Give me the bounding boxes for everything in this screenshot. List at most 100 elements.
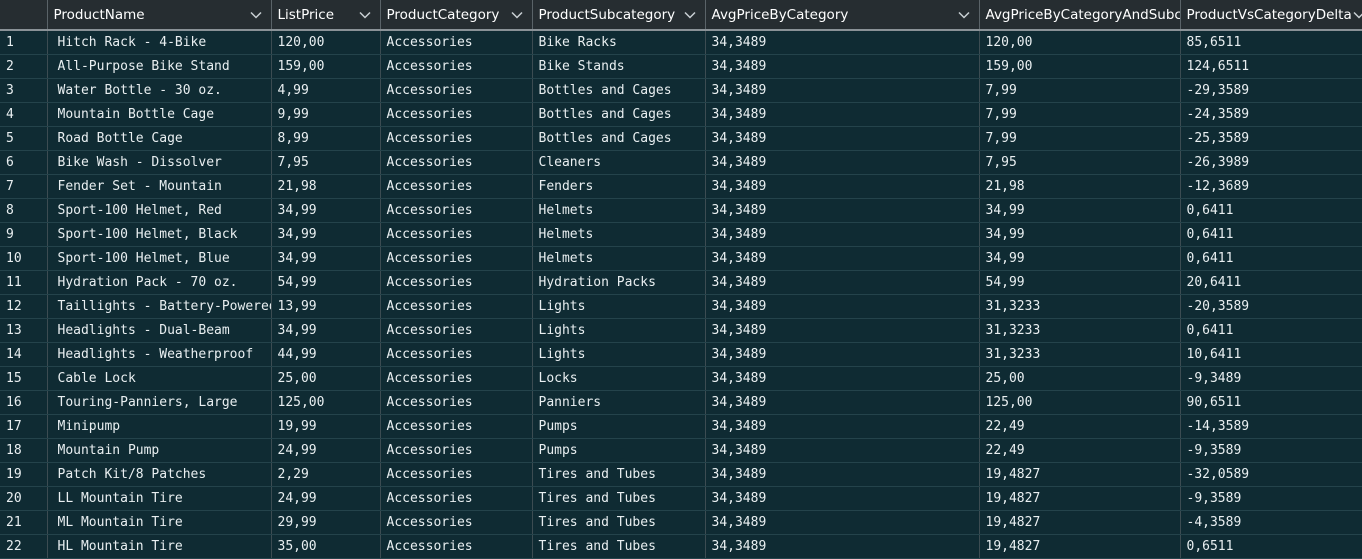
productcategory-cell[interactable]: Accessories <box>380 198 533 223</box>
productvscategorydelta-cell[interactable]: -26,3989 <box>1180 150 1362 175</box>
avgpricebycategory-cell[interactable]: 34,3489 <box>705 462 980 487</box>
productname-cell[interactable]: Sport-100 Helmet, Red <box>47 198 272 223</box>
table-row[interactable]: 4 Mountain Bottle Cage 9,99 Accessories Bott… <box>0 102 1362 127</box>
table-row[interactable]: 12 Taillights - Battery-Powered 13,99 Acces… <box>0 294 1362 319</box>
avgpricebycategory-cell[interactable]: 34,3489 <box>705 150 980 175</box>
productname-cell[interactable]: ML Mountain Tire <box>47 510 272 535</box>
column-header-listprice[interactable]: ListPrice <box>271 0 381 31</box>
productvscategorydelta-cell[interactable]: 0,6411 <box>1180 318 1362 343</box>
avgpricebycategoryandsubcategory-cell[interactable]: 34,99 <box>979 198 1181 223</box>
row-number-cell[interactable]: 21 <box>0 510 48 535</box>
productvscategorydelta-cell[interactable]: 124,6511 <box>1180 54 1362 79</box>
listprice-cell[interactable]: 8,99 <box>271 126 381 151</box>
row-number-cell[interactable]: 6 <box>0 150 48 175</box>
column-header-productcategory[interactable]: ProductCategory <box>380 0 533 31</box>
productsubcategory-cell[interactable]: Panniers <box>532 390 706 415</box>
chevron-down-icon[interactable] <box>249 8 263 22</box>
column-header-avgpricebycategoryandsubcategory[interactable]: AvgPriceByCategoryAndSubcategory <box>979 0 1181 31</box>
productvscategorydelta-cell[interactable]: -9,3589 <box>1180 438 1362 463</box>
avgpricebycategory-cell[interactable]: 34,3489 <box>705 174 980 199</box>
productname-cell[interactable]: Road Bottle Cage <box>47 126 272 151</box>
productvscategorydelta-cell[interactable]: -12,3689 <box>1180 174 1362 199</box>
productcategory-cell[interactable]: Accessories <box>380 246 533 271</box>
productvscategorydelta-cell[interactable]: 10,6411 <box>1180 342 1362 367</box>
avgpricebycategoryandsubcategory-cell[interactable]: 7,95 <box>979 150 1181 175</box>
row-number-cell[interactable]: 12 <box>0 294 48 319</box>
productcategory-cell[interactable]: Accessories <box>380 126 533 151</box>
table-row[interactable]: 11 Hydration Pack - 70 oz. 54,99 Accessorie… <box>0 270 1362 295</box>
table-row[interactable]: 3 Water Bottle - 30 oz. 4,99 Accessories Bot… <box>0 78 1362 103</box>
table-row[interactable]: 10 Sport-100 Helmet, Blue 34,99 Accessories… <box>0 246 1362 271</box>
listprice-cell[interactable]: 7,95 <box>271 150 381 175</box>
productname-cell[interactable]: All-Purpose Bike Stand <box>47 54 272 79</box>
avgpricebycategoryandsubcategory-cell[interactable]: 159,00 <box>979 54 1181 79</box>
productcategory-cell[interactable]: Accessories <box>380 102 533 127</box>
table-row[interactable]: 20 LL Mountain Tire 24,99 Accessories Tires … <box>0 486 1362 511</box>
row-number-cell[interactable]: 13 <box>0 318 48 343</box>
row-number-cell[interactable]: 3 <box>0 78 48 103</box>
productname-cell[interactable]: Hitch Rack - 4-Bike <box>47 30 272 55</box>
column-header-productvscategorydelta[interactable]: ProductVsCategoryDelta <box>1180 0 1362 31</box>
row-number-cell[interactable]: 4 <box>0 102 48 127</box>
avgpricebycategory-cell[interactable]: 34,3489 <box>705 126 980 151</box>
listprice-cell[interactable]: 34,99 <box>271 222 381 247</box>
productsubcategory-cell[interactable]: Hydration Packs <box>532 270 706 295</box>
productname-cell[interactable]: Touring-Panniers, Large <box>47 390 272 415</box>
productvscategorydelta-cell[interactable]: -20,3589 <box>1180 294 1362 319</box>
listprice-cell[interactable]: 34,99 <box>271 246 381 271</box>
avgpricebycategoryandsubcategory-cell[interactable]: 7,99 <box>979 126 1181 151</box>
table-row[interactable]: 22 HL Mountain Tire 35,00 Accessories Tires … <box>0 534 1362 559</box>
avgpricebycategory-cell[interactable]: 34,3489 <box>705 270 980 295</box>
productvscategorydelta-cell[interactable]: -32,0589 <box>1180 462 1362 487</box>
productname-cell[interactable]: Taillights - Battery-Powered <box>47 294 272 319</box>
row-number-cell[interactable]: 7 <box>0 174 48 199</box>
productcategory-cell[interactable]: Accessories <box>380 30 533 55</box>
productsubcategory-cell[interactable]: Pumps <box>532 414 706 439</box>
productsubcategory-cell[interactable]: Bike Stands <box>532 54 706 79</box>
productname-cell[interactable]: LL Mountain Tire <box>47 486 272 511</box>
productname-cell[interactable]: HL Mountain Tire <box>47 534 272 559</box>
productvscategorydelta-cell[interactable]: 0,6411 <box>1180 222 1362 247</box>
avgpricebycategoryandsubcategory-cell[interactable]: 22,49 <box>979 438 1181 463</box>
row-number-cell[interactable]: 5 <box>0 126 48 151</box>
avgpricebycategoryandsubcategory-cell[interactable]: 22,49 <box>979 414 1181 439</box>
productsubcategory-cell[interactable]: Lights <box>532 318 706 343</box>
row-number-cell[interactable]: 20 <box>0 486 48 511</box>
productcategory-cell[interactable]: Accessories <box>380 294 533 319</box>
avgpricebycategoryandsubcategory-cell[interactable]: 7,99 <box>979 78 1181 103</box>
avgpricebycategoryandsubcategory-cell[interactable]: 120,00 <box>979 30 1181 55</box>
avgpricebycategoryandsubcategory-cell[interactable]: 34,99 <box>979 222 1181 247</box>
avgpricebycategory-cell[interactable]: 34,3489 <box>705 342 980 367</box>
productsubcategory-cell[interactable]: Bike Racks <box>532 30 706 55</box>
listprice-cell[interactable]: 2,29 <box>271 462 381 487</box>
productsubcategory-cell[interactable]: Lights <box>532 342 706 367</box>
chevron-down-icon[interactable] <box>957 8 971 22</box>
avgpricebycategory-cell[interactable]: 34,3489 <box>705 246 980 271</box>
productvscategorydelta-cell[interactable]: 0,6511 <box>1180 534 1362 559</box>
chevron-down-icon[interactable] <box>1352 8 1361 22</box>
avgpricebycategory-cell[interactable]: 34,3489 <box>705 54 980 79</box>
productcategory-cell[interactable]: Accessories <box>380 318 533 343</box>
productcategory-cell[interactable]: Accessories <box>380 534 533 559</box>
listprice-cell[interactable]: 4,99 <box>271 78 381 103</box>
table-row[interactable]: 15 Cable Lock 25,00 Accessories Locks 34,3489… <box>0 366 1362 391</box>
avgpricebycategory-cell[interactable]: 34,3489 <box>705 222 980 247</box>
listprice-cell[interactable]: 13,99 <box>271 294 381 319</box>
table-row[interactable]: 6 Bike Wash - Dissolver 7,95 Accessories Cle… <box>0 150 1362 175</box>
productname-cell[interactable]: Water Bottle - 30 oz. <box>47 78 272 103</box>
avgpricebycategoryandsubcategory-cell[interactable]: 31,3233 <box>979 342 1181 367</box>
avgpricebycategoryandsubcategory-cell[interactable]: 54,99 <box>979 270 1181 295</box>
productname-cell[interactable]: Mountain Pump <box>47 438 272 463</box>
productsubcategory-cell[interactable]: Tires and Tubes <box>532 486 706 511</box>
column-header-avgpricebycategory[interactable]: AvgPriceByCategory <box>705 0 980 31</box>
avgpricebycategoryandsubcategory-cell[interactable]: 21,98 <box>979 174 1181 199</box>
productvscategorydelta-cell[interactable]: 20,6411 <box>1180 270 1362 295</box>
productname-cell[interactable]: Sport-100 Helmet, Black <box>47 222 272 247</box>
listprice-cell[interactable]: 44,99 <box>271 342 381 367</box>
avgpricebycategory-cell[interactable]: 34,3489 <box>705 366 980 391</box>
productname-cell[interactable]: Headlights - Weatherproof <box>47 342 272 367</box>
productvscategorydelta-cell[interactable]: -24,3589 <box>1180 102 1362 127</box>
avgpricebycategoryandsubcategory-cell[interactable]: 19,4827 <box>979 534 1181 559</box>
productsubcategory-cell[interactable]: Tires and Tubes <box>532 534 706 559</box>
listprice-cell[interactable]: 21,98 <box>271 174 381 199</box>
